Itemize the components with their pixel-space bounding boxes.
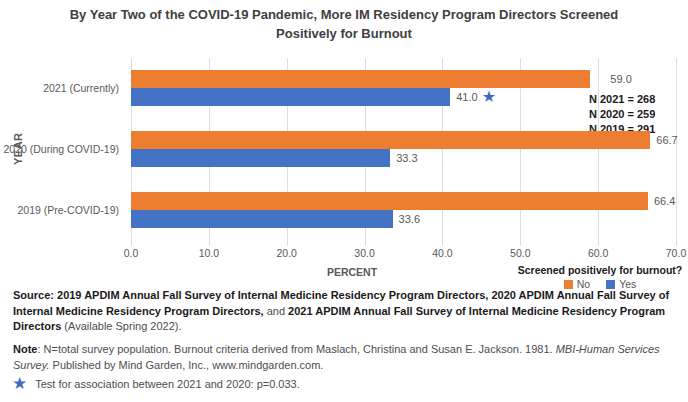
y-axis-category-labels: 2021 (Currently)2020 (During COVID-19)20… — [0, 58, 126, 240]
bar-group-2019: 66.433.6 — [131, 179, 676, 240]
value-label: 33.3 — [396, 149, 417, 167]
plot-area: 59.041.0★66.733.366.433.6 — [131, 58, 676, 240]
x-tick-label: 50.0 — [510, 247, 530, 259]
burnout-bar-chart-figure: By Year Two of the COVID-19 Pandemic, Mo… — [0, 0, 688, 402]
bar-no-2019: 66.4 — [131, 192, 648, 210]
star-footnote-text: Test for association between 2021 and 20… — [35, 378, 300, 390]
category-label: 2020 (During COVID-19) — [0, 119, 119, 180]
x-tick-label: 40.0 — [432, 247, 452, 259]
text-segment: : N=total survey population. Burnout cri… — [37, 343, 555, 355]
text-segment: Published by Mind Garden, Inc., www.mind… — [49, 359, 323, 371]
x-tick-label: 0.0 — [124, 247, 139, 259]
bar-group-2021: 59.041.0★ — [131, 58, 676, 119]
star-icon: ★ — [12, 375, 27, 392]
significance-star-icon: ★ — [482, 88, 496, 105]
text-segment: Note — [13, 343, 37, 355]
bar-yes-2020: 33.3 — [131, 149, 390, 167]
category-label: 2021 (Currently) — [0, 58, 119, 119]
text-segment: and — [264, 305, 288, 317]
value-label: 41.0★ — [456, 88, 496, 106]
x-tick-label: 20.0 — [276, 247, 296, 259]
x-axis-tick-labels: 0.010.020.030.040.050.060.070.0 — [131, 247, 676, 261]
value-label: 66.4 — [654, 192, 675, 210]
x-tick-label: 30.0 — [354, 247, 374, 259]
value-label: 59.0 — [610, 70, 631, 88]
gridline — [676, 58, 677, 246]
category-label: 2019 (Pre-COVID-19) — [0, 179, 119, 240]
x-tick-label: 70.0 — [666, 247, 686, 259]
value-label: 66.7 — [656, 131, 677, 149]
x-tick-label: 10.0 — [199, 247, 219, 259]
x-axis-title: PERCENT — [302, 266, 402, 278]
bar-yes-2019: 33.6 — [131, 210, 393, 228]
value-label: 33.6 — [399, 210, 420, 228]
x-tick-label: 60.0 — [588, 247, 608, 259]
bar-no-2021: 59.0 — [131, 70, 590, 88]
bar-group-2020: 66.733.3 — [131, 119, 676, 180]
method-note: Note: N=total survey population. Burnout… — [13, 342, 676, 373]
bar-no-2020: 66.7 — [131, 131, 650, 149]
source-note: Source: 2019 APDIM Annual Fall Survey of… — [13, 288, 676, 335]
star-footnote: ★ Test for association between 2021 and … — [12, 375, 300, 392]
bar-yes-2021: 41.0★ — [131, 88, 450, 106]
chart-title: By Year Two of the COVID-19 Pandemic, Mo… — [0, 6, 688, 44]
text-segment: (Available Spring 2022). — [61, 320, 181, 332]
legend-title: Screened positively for burnout? — [505, 264, 688, 276]
